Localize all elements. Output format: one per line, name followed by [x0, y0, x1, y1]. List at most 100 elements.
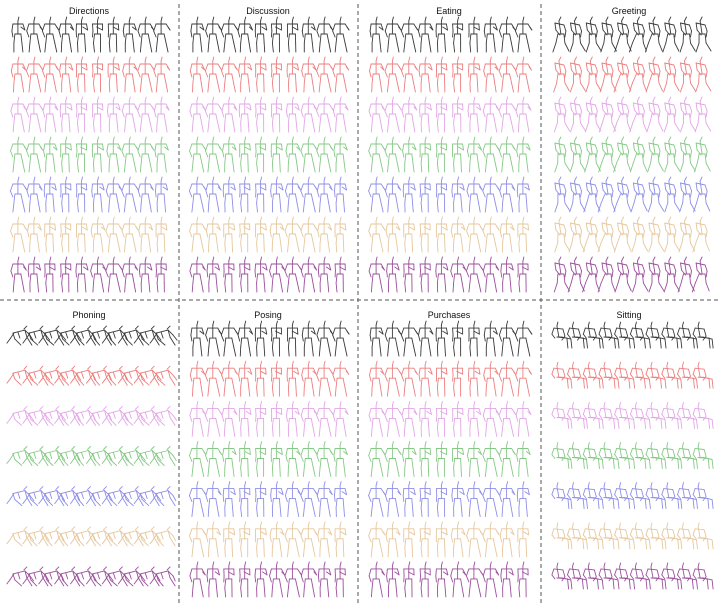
skeleton-figure: [368, 96, 385, 133]
skeleton-figure: [255, 176, 267, 213]
skeleton-figure: [569, 16, 586, 53]
skeleton-figure: [269, 216, 285, 253]
skeleton-figure: [22, 446, 51, 466]
skeleton-figure: [645, 361, 667, 389]
skeleton-figure: [613, 216, 632, 253]
skeleton-figure: [284, 176, 302, 213]
skeleton-figure: [121, 96, 139, 133]
skeleton-figure: [435, 521, 448, 558]
skeleton-figure: [269, 256, 286, 293]
skeleton-figure: [189, 521, 207, 558]
skeleton-figure: [482, 96, 500, 133]
skeleton-figure: [614, 16, 632, 53]
skeleton-figure: [499, 176, 516, 213]
skeleton-figure: [435, 216, 448, 253]
skeleton-figure: [629, 361, 651, 389]
skeleton-figure: [384, 360, 402, 397]
skeleton-figure: [205, 441, 222, 477]
skeleton-figure: [238, 400, 252, 437]
skeleton-figure: [648, 256, 665, 293]
skeleton-figure: [368, 136, 386, 173]
skeleton-figure: [483, 320, 498, 357]
skeleton-figure: [91, 136, 104, 173]
skeleton-figure: [86, 365, 112, 386]
skeleton-figure: [679, 176, 696, 213]
skeleton-figure: [467, 400, 482, 437]
skeleton-figure: [597, 216, 616, 253]
skeleton-figure: [10, 96, 27, 133]
skeleton-figure: [117, 566, 146, 587]
skeleton-figure: [76, 176, 88, 213]
skeleton-figure: [466, 216, 484, 253]
skeleton-figure: [153, 56, 171, 93]
skeleton-figure: [286, 56, 299, 93]
skeleton-figure: [107, 16, 120, 53]
skeleton-figure: [190, 16, 205, 53]
skeleton-figure: [223, 561, 235, 598]
skeleton-figure: [384, 56, 402, 93]
skeleton-figure: [553, 56, 570, 93]
skeleton-figure: [646, 96, 664, 133]
panel-title-greeting: Greeting: [612, 6, 647, 16]
skeleton-figure: [86, 486, 113, 507]
skeleton-figure: [107, 56, 120, 93]
skeleton-figure: [483, 16, 498, 53]
skeleton-figure: [286, 400, 300, 437]
skeleton-figure: [60, 216, 72, 253]
skeleton-figure: [552, 16, 570, 53]
skeleton-figure: [677, 401, 698, 429]
skeleton-figure: [452, 320, 464, 357]
skeleton-figure: [238, 360, 253, 397]
skeleton-figure: [435, 561, 449, 598]
skeleton-figure: [155, 256, 167, 293]
skeleton-figure: [223, 216, 236, 253]
skeleton-figure: [584, 96, 602, 133]
skeleton-figure: [60, 136, 72, 173]
skeleton-figure: [435, 176, 448, 213]
skeleton-figure: [10, 56, 27, 93]
skeleton-figure: [300, 441, 318, 477]
skeleton-figure: [137, 16, 155, 53]
skeleton-figure: [206, 561, 220, 598]
skeleton-figure: [254, 561, 268, 598]
skeleton-figure: [450, 561, 467, 598]
skeleton-figure: [368, 481, 386, 518]
skeleton-figure: [451, 481, 465, 518]
skeleton-figure: [386, 256, 400, 293]
skeleton-figure: [317, 256, 332, 293]
skeleton-figure: [237, 16, 254, 53]
skeleton-figure: [205, 136, 222, 173]
skeleton-figure: [403, 521, 416, 558]
skeleton-figure: [628, 16, 647, 53]
skeleton-figure: [11, 16, 26, 53]
skeleton-figure: [86, 526, 114, 547]
skeleton-figure: [614, 562, 636, 590]
skeleton-figure: [138, 216, 154, 253]
skeleton-figure: [25, 96, 44, 133]
skeleton-figure: [75, 16, 89, 53]
skeleton-figure: [384, 320, 402, 357]
skeleton-figure: [70, 325, 97, 346]
skeleton-figure: [284, 216, 302, 253]
skeleton-figure: [26, 176, 43, 213]
skeleton-figure: [629, 522, 651, 550]
skeleton-figure: [133, 446, 162, 466]
skeleton-figure: [435, 16, 448, 53]
skeleton-figure: [117, 405, 146, 426]
skeleton-figure: [597, 176, 616, 213]
skeleton-figure: [452, 56, 464, 93]
skeleton-figure: [661, 442, 683, 469]
skeleton-figure: [661, 562, 683, 590]
skeleton-figure: [482, 481, 500, 518]
skeleton-figure: [92, 96, 104, 133]
skeleton-figure: [482, 136, 500, 173]
skeleton-figure: [221, 360, 238, 397]
skeleton-figure: [515, 96, 532, 133]
skeleton-figure: [105, 176, 123, 213]
skeleton-figure: [570, 96, 586, 133]
skeleton-figure: [189, 96, 206, 133]
skeleton-figure: [515, 56, 532, 93]
skeleton-figure: [300, 216, 318, 253]
skeleton-figure: [567, 401, 588, 429]
skeleton-figure: [153, 16, 171, 53]
